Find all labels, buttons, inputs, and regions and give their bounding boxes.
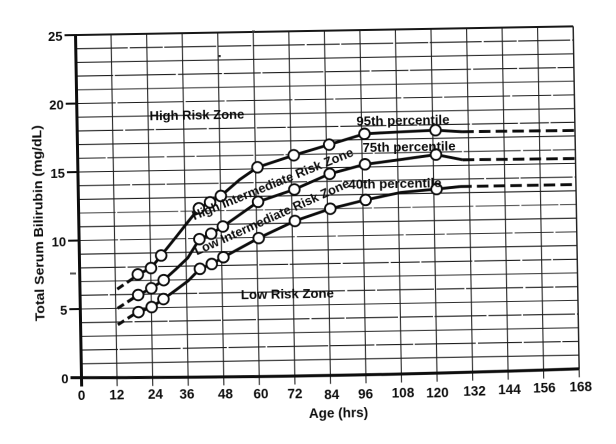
svg-text:75th percentile: 75th percentile [362,138,455,155]
svg-text:108: 108 [392,385,415,400]
svg-text:25: 25 [48,29,63,44]
svg-text:12: 12 [109,387,124,402]
svg-text:0: 0 [78,388,86,403]
svg-text:72: 72 [287,386,302,401]
svg-text:10: 10 [52,234,67,249]
svg-text:24: 24 [148,387,164,402]
svg-text:20: 20 [49,97,64,112]
svg-text:60: 60 [253,386,268,401]
svg-text:Low Risk Zone: Low Risk Zone [241,285,334,302]
svg-text:168: 168 [569,379,592,394]
svg-text:36: 36 [179,387,195,402]
svg-text:144: 144 [498,382,521,397]
svg-text:84: 84 [324,387,340,402]
svg-text:5: 5 [60,303,67,318]
svg-text:96: 96 [358,386,374,401]
svg-text:40th percentile: 40th percentile [348,175,441,192]
svg-text:120: 120 [426,385,449,400]
svg-text:0: 0 [61,371,68,386]
svg-text:Age (hrs): Age (hrs) [309,405,369,421]
svg-text:15: 15 [50,166,65,181]
svg-text:High Risk Zone: High Risk Zone [149,107,244,124]
svg-text:95th percentile: 95th percentile [356,112,449,129]
svg-text:48: 48 [218,386,234,401]
svg-text:156: 156 [533,380,556,395]
svg-text:132: 132 [463,384,486,399]
